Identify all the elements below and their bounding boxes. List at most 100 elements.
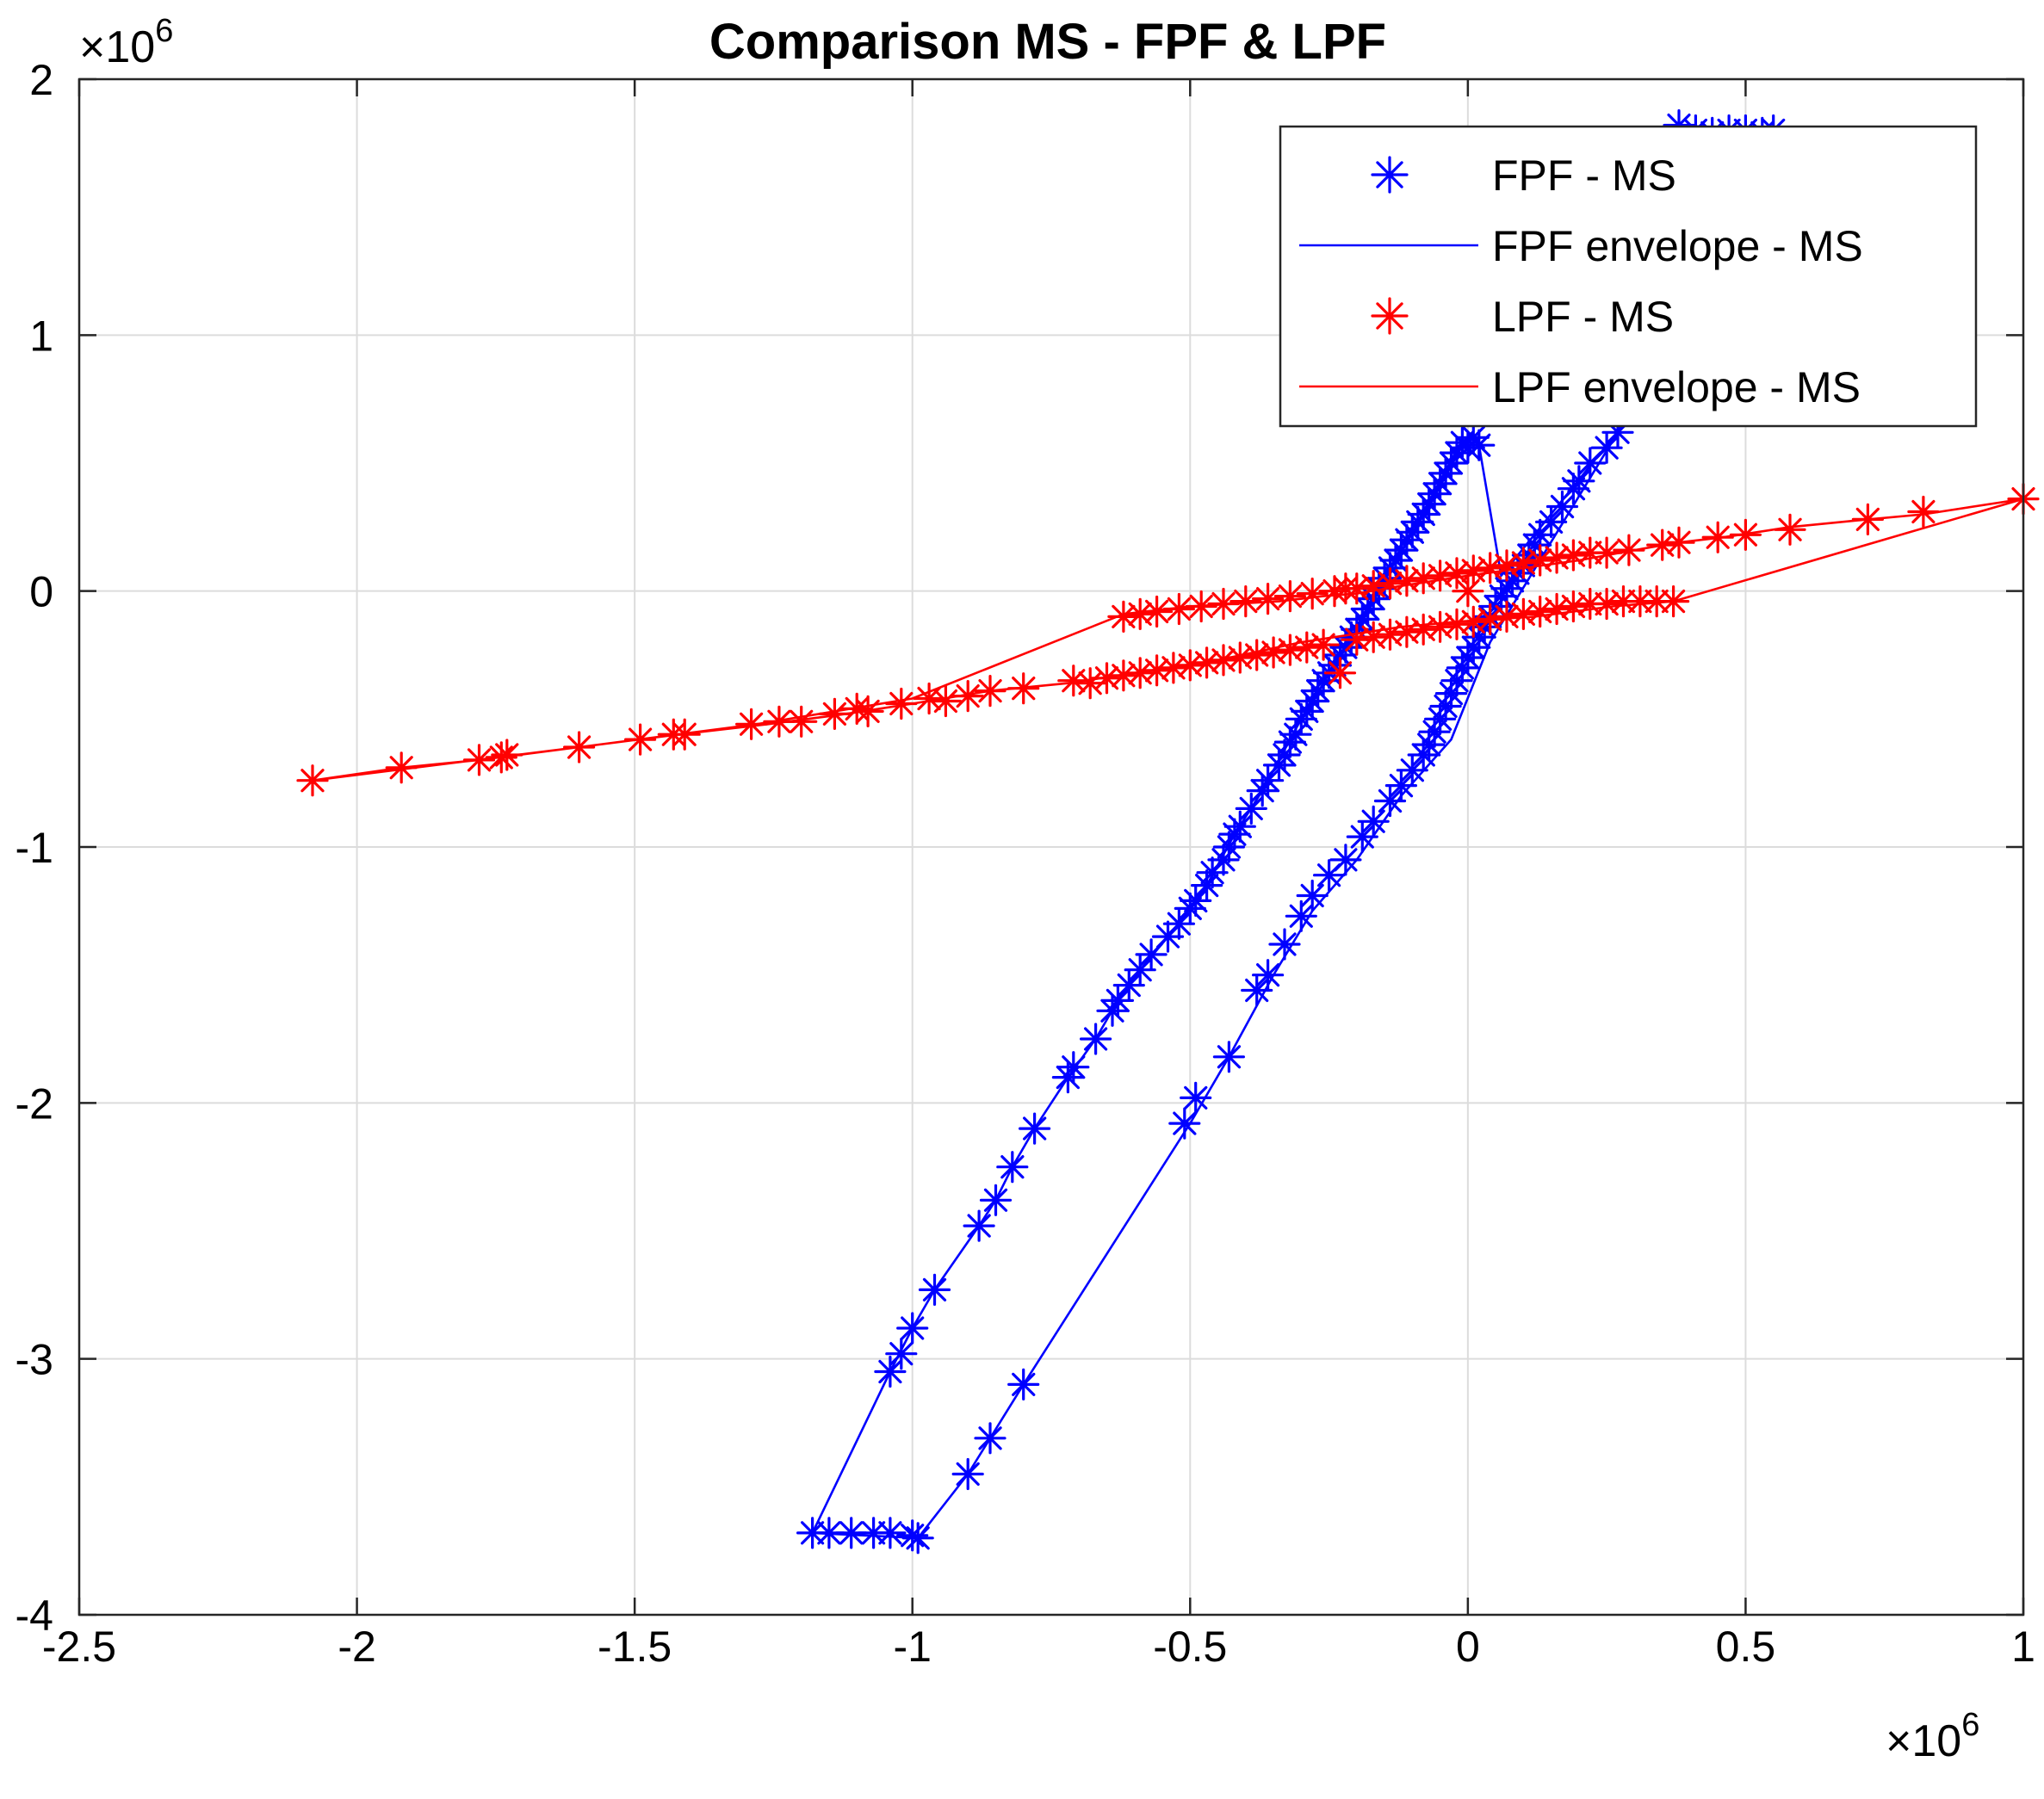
fpf-ms-marker — [1452, 431, 1484, 464]
fpf-ms-marker — [1007, 1368, 1040, 1400]
fpf-ms-marker — [835, 1517, 868, 1549]
lpf-ms-marker — [1507, 547, 1539, 579]
fpf-ms-marker — [858, 1517, 890, 1549]
fpf-ms-marker — [1518, 529, 1551, 561]
fpf-ms-marker — [1396, 516, 1428, 548]
fpf-ms-marker — [979, 1184, 1013, 1216]
lpf-ms-marker — [1524, 544, 1557, 577]
legend-label-fpf-ms: FPF - MS — [1492, 151, 1676, 200]
y-tick-label: -2 — [15, 1079, 53, 1128]
fpf-ms-marker — [1268, 928, 1301, 961]
lpf-ms-marker — [1907, 495, 1940, 529]
lpf-ms-marker — [1474, 552, 1507, 584]
lpf-ms-marker — [1540, 541, 1573, 574]
lpf-ms-marker — [1590, 536, 1623, 569]
lpf-ms-marker — [1323, 657, 1357, 689]
x-tick-label: 1 — [2011, 1623, 2035, 1671]
fpf-ms-marker — [1212, 831, 1245, 863]
x-tick-label: -0.5 — [1153, 1623, 1227, 1671]
y-exponent-label: ×106 — [79, 13, 173, 72]
fpf-ms-marker — [1252, 764, 1285, 797]
fpf-ms-marker — [1262, 749, 1296, 782]
fpf-ms-marker — [896, 1519, 929, 1552]
lpf-ms-marker — [1407, 562, 1440, 595]
fpf-ms-marker — [1524, 518, 1557, 551]
fpf-ms-marker — [1019, 1112, 1051, 1145]
fpf-ms-marker — [1424, 467, 1457, 500]
x-tick-label: -2.5 — [42, 1623, 116, 1671]
x-tick-label: 0 — [1456, 1623, 1480, 1671]
fpf-ms-marker — [1452, 641, 1484, 674]
lpf-ms-marker — [1474, 603, 1507, 635]
fpf-ms-marker — [1413, 488, 1446, 521]
lpf-ms-marker — [1007, 672, 1040, 705]
fpf-ms-marker — [1051, 1061, 1084, 1094]
lpf-ms-marker — [1090, 662, 1124, 695]
lpf-ms-marker — [1107, 659, 1140, 692]
fpf-ms-marker — [1463, 621, 1496, 653]
fpf-ms-marker — [1379, 544, 1412, 577]
fpf-ms-marker — [1434, 447, 1468, 479]
lpf-ms-marker — [1557, 590, 1589, 623]
x-exponent-label: ×106 — [1886, 1707, 1979, 1766]
fpf-ms-marker — [1235, 792, 1267, 825]
fpf-ms-marker — [1162, 907, 1195, 940]
fpf-ms-marker — [901, 1522, 934, 1555]
fpf-ms-marker — [896, 1312, 929, 1345]
lpf-ms-marker — [1124, 597, 1156, 630]
lpf-ms-marker — [1574, 587, 1607, 621]
lpf-ms-marker — [1074, 667, 1106, 700]
fpf-ms-marker — [1335, 621, 1367, 653]
fpf-ms-marker — [1180, 1081, 1212, 1114]
fpf-ms-marker — [1601, 416, 1634, 448]
lpf-ms-marker — [1663, 526, 1695, 559]
lpf-ms-marker — [1141, 595, 1174, 628]
fpf-ms-marker — [1357, 805, 1390, 838]
fpf-ms-marker — [874, 1355, 907, 1388]
lpf-ms-marker — [1257, 636, 1290, 669]
lpf-ms-marker — [1440, 608, 1473, 640]
y-tick-label: -4 — [15, 1592, 53, 1640]
fpf-ms-marker — [1352, 592, 1384, 626]
fpf-ms-marker — [1396, 754, 1428, 787]
y-tick-label: -3 — [15, 1336, 53, 1384]
fpf-ms-marker — [1112, 969, 1145, 1002]
fpf-ms-marker — [1329, 631, 1362, 664]
lpf-ms-marker — [974, 675, 1007, 708]
fpf-ms-marker — [1513, 539, 1545, 572]
y-tick-label: -1 — [15, 824, 53, 872]
lpf-ms-marker — [462, 744, 496, 776]
fpf-ms-marker — [1246, 775, 1279, 807]
lpf-ms-marker — [885, 687, 918, 720]
fpf-ms-marker — [1323, 639, 1357, 671]
lpf-ms-marker — [1657, 585, 1690, 618]
fpf-ms-marker — [1434, 677, 1468, 710]
lpf-ms-marker — [1524, 595, 1557, 628]
lpf-ms-marker — [1373, 567, 1407, 600]
y-tick-label: 0 — [29, 568, 53, 616]
fpf-ms-marker — [1440, 436, 1473, 469]
lpf-ms-marker — [735, 708, 768, 740]
fpf-ms-marker — [1440, 665, 1473, 697]
fpf-ms-marker — [1373, 784, 1407, 818]
fpf-ms-marker — [1218, 818, 1251, 850]
fpf-ms-marker — [1207, 844, 1240, 876]
chart-title: Comparison MS - FPF & LPF — [709, 14, 1386, 70]
fpf-ms-marker — [1446, 652, 1478, 684]
fpf-ms-marker — [1502, 557, 1534, 590]
lpf-ms-marker — [385, 751, 418, 784]
lpf-ms-marker — [1157, 652, 1190, 684]
lpf-ms-marker — [1185, 590, 1217, 623]
fpf-ms-marker — [1363, 572, 1396, 605]
x-tick-label: -1 — [893, 1623, 931, 1671]
lpf-ms-marker — [1607, 585, 1640, 618]
x-tick-label: -2 — [338, 1623, 375, 1671]
lpf-ms-marker — [1229, 585, 1262, 618]
lpf-ms-marker — [763, 705, 796, 738]
fpf-ms-marker — [1545, 490, 1579, 523]
fpf-ms-marker — [1535, 505, 1568, 538]
fpf-ms-marker — [1252, 959, 1285, 992]
legend-marker-lpf-ms — [1371, 297, 1409, 335]
lpf-ms-marker — [1540, 592, 1573, 626]
lpf-ms-marker — [1357, 570, 1390, 603]
